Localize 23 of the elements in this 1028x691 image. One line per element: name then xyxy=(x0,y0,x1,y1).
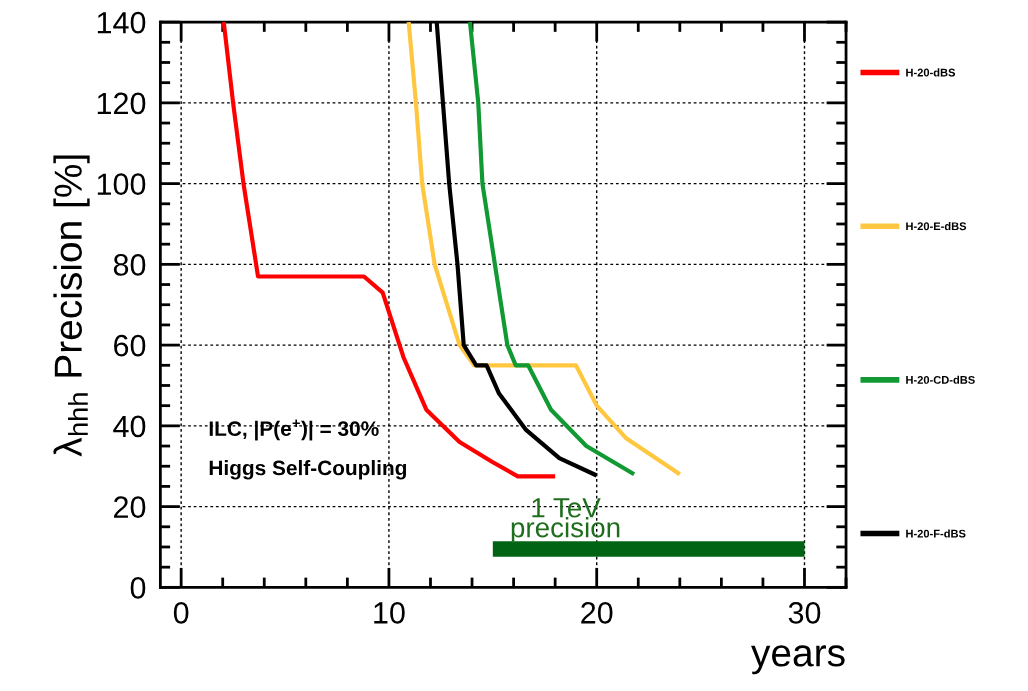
y-tick-label: 0 xyxy=(130,577,146,599)
y-tick-label: 60 xyxy=(114,334,146,357)
x-tick-label: 20 xyxy=(581,602,613,624)
annotation: Higgs Self-Coupling xyxy=(209,460,407,480)
x-tick-label: 0 xyxy=(173,602,189,624)
annotation: 1 TeV precision xyxy=(511,498,620,543)
x-tick-label: 30 xyxy=(788,602,821,624)
y-tick-label: 80 xyxy=(113,254,146,276)
line-series xyxy=(406,22,682,477)
y-tick-label: 20 xyxy=(114,496,146,518)
annotation: ILC, |P(e$^{+}$)| = 30% xyxy=(209,419,379,441)
y-tick-label: 120 xyxy=(97,92,146,115)
x-tick-label: 10 xyxy=(374,602,405,624)
legend-label: H-20-F-dBS xyxy=(906,529,966,538)
legend-label: H-20-E-dBS xyxy=(906,222,967,231)
y-tick-label: 40 xyxy=(113,415,146,438)
legend-label: H-20-CD-dBS xyxy=(906,375,975,384)
line-series xyxy=(467,22,637,477)
legend-label: H-20-dBS xyxy=(906,68,956,77)
y-tick-label: 100 xyxy=(97,173,146,195)
x-axis-title: years xyxy=(751,645,845,675)
y-axis-title: λ$_{hhh}$ Precision [%] xyxy=(53,155,90,457)
y-tick-label: 140 xyxy=(97,11,146,34)
